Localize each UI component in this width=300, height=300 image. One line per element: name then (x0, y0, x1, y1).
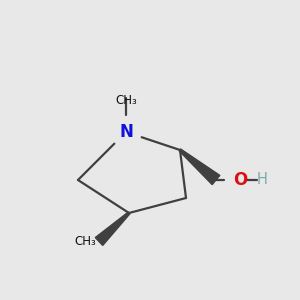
Text: N: N (119, 123, 133, 141)
Text: H: H (257, 172, 268, 188)
Text: O: O (233, 171, 247, 189)
Polygon shape (179, 149, 220, 184)
Text: CH₃: CH₃ (74, 235, 96, 248)
Text: CH₃: CH₃ (115, 94, 137, 107)
Polygon shape (95, 212, 130, 245)
